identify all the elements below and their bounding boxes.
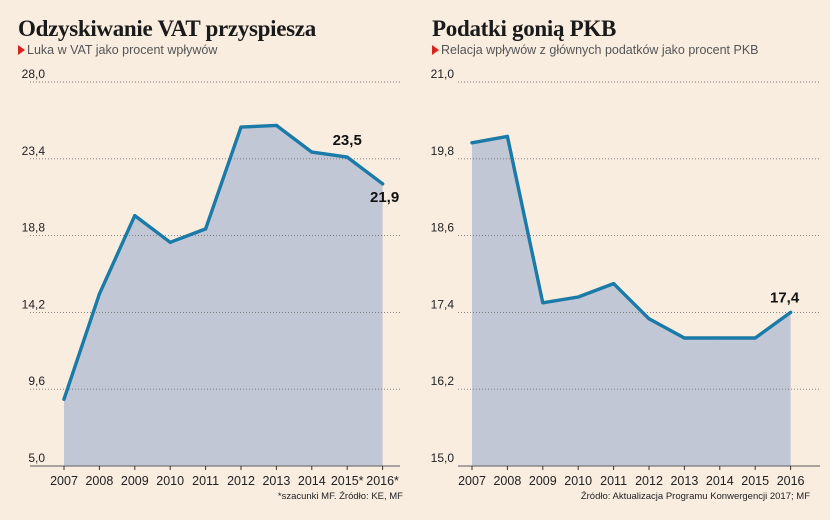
y-tick-label: 14,2	[22, 297, 46, 311]
red-triangle-icon	[18, 45, 25, 55]
x-tick-label: 2011	[192, 474, 219, 488]
subtitle-text: Relacja wpływów z głównych podatków jako…	[441, 43, 759, 57]
x-tick-label: 2009	[121, 474, 149, 488]
series-area	[64, 125, 383, 467]
data-point	[381, 182, 385, 186]
x-tick-label: 2012	[635, 474, 663, 488]
data-point	[753, 336, 757, 340]
area-chart-vat-gap: 28,0 23,4 18,8 14,2 9,6 5,0 2007 2008 2009 2010 20…	[22, 67, 400, 488]
chart-title: Podatki gonią PKB	[432, 16, 617, 41]
data-point	[204, 227, 208, 231]
x-tick-label: 2015*	[331, 474, 364, 488]
chart-subtitle: Relacja wpływów z głównych podatków jako…	[432, 43, 759, 57]
x-tick-label: 2011	[600, 474, 627, 488]
chart-subtitle: Luka w VAT jako procent wpływów	[18, 43, 217, 57]
red-triangle-icon	[432, 45, 439, 55]
x-tick-label: 2012	[227, 474, 255, 488]
y-tick-label: 17,4	[431, 297, 455, 311]
y-tick-label: 28,0	[22, 67, 46, 81]
data-label: 21,9	[370, 189, 399, 206]
data-point	[345, 155, 349, 159]
data-point	[541, 301, 545, 305]
data-point	[274, 123, 278, 128]
x-tick-label: 2014	[706, 474, 734, 488]
x-tick-label: 2007	[50, 474, 78, 488]
y-tick-label: 19,8	[431, 144, 455, 158]
series-line	[62, 123, 385, 401]
data-point	[62, 397, 66, 401]
x-tick-label: 2010	[156, 474, 184, 488]
x-tick-label: 2008	[85, 474, 113, 488]
x-tick-label: 2013	[262, 474, 290, 488]
data-point	[239, 125, 243, 129]
data-label: 17,4	[770, 289, 800, 306]
x-tick-label: 2010	[564, 474, 592, 488]
series-line	[470, 134, 793, 340]
y-tick-label: 21,0	[431, 67, 455, 81]
x-tick-label: 2008	[493, 474, 521, 488]
data-point	[718, 336, 722, 340]
y-tick-label: 15,0	[431, 451, 455, 465]
x-tick-label: 2013	[670, 474, 698, 488]
data-point	[470, 141, 474, 145]
data-point	[168, 240, 172, 244]
data-point	[505, 134, 509, 138]
data-point	[133, 213, 137, 218]
y-tick-label: 5,0	[28, 451, 45, 465]
y-tick-label: 16,2	[431, 374, 455, 388]
data-point	[682, 336, 686, 340]
x-tick-label: 2016	[777, 474, 805, 488]
chart-footnote: *szacunki MF. Źródło: KE, MF	[277, 491, 403, 502]
data-label: 23,5	[333, 132, 362, 149]
y-tick-label: 23,4	[22, 144, 46, 158]
data-point	[647, 317, 651, 321]
data-point	[612, 282, 616, 286]
subtitle-text: Luka w VAT jako procent wpływów	[27, 43, 218, 57]
x-tick-label: 2014	[298, 474, 326, 488]
x-tick-label: 2015	[741, 474, 769, 488]
x-tick-label: 2007	[458, 474, 486, 488]
chart-footnote: Źródło: Aktualizacja Programu Konwergenc…	[580, 491, 810, 502]
x-tick-label: 2009	[529, 474, 557, 488]
data-point	[97, 292, 101, 296]
data-point	[310, 150, 314, 154]
chart-panel-vat-gap: Odzyskiwanie VAT przyspiesza Luka w VAT …	[18, 16, 403, 502]
x-tick-label: 2016*	[366, 474, 399, 488]
chart-panel-tax-gdp: Podatki gonią PKB Relacja wpływów z głów…	[415, 0, 830, 520]
data-point	[576, 295, 580, 299]
chart-title: Odzyskiwanie VAT przyspiesza	[18, 16, 316, 41]
y-tick-label: 18,8	[22, 221, 46, 235]
data-point	[789, 310, 793, 314]
y-tick-label: 18,6	[431, 221, 455, 235]
y-tick-label: 9,6	[28, 374, 45, 388]
